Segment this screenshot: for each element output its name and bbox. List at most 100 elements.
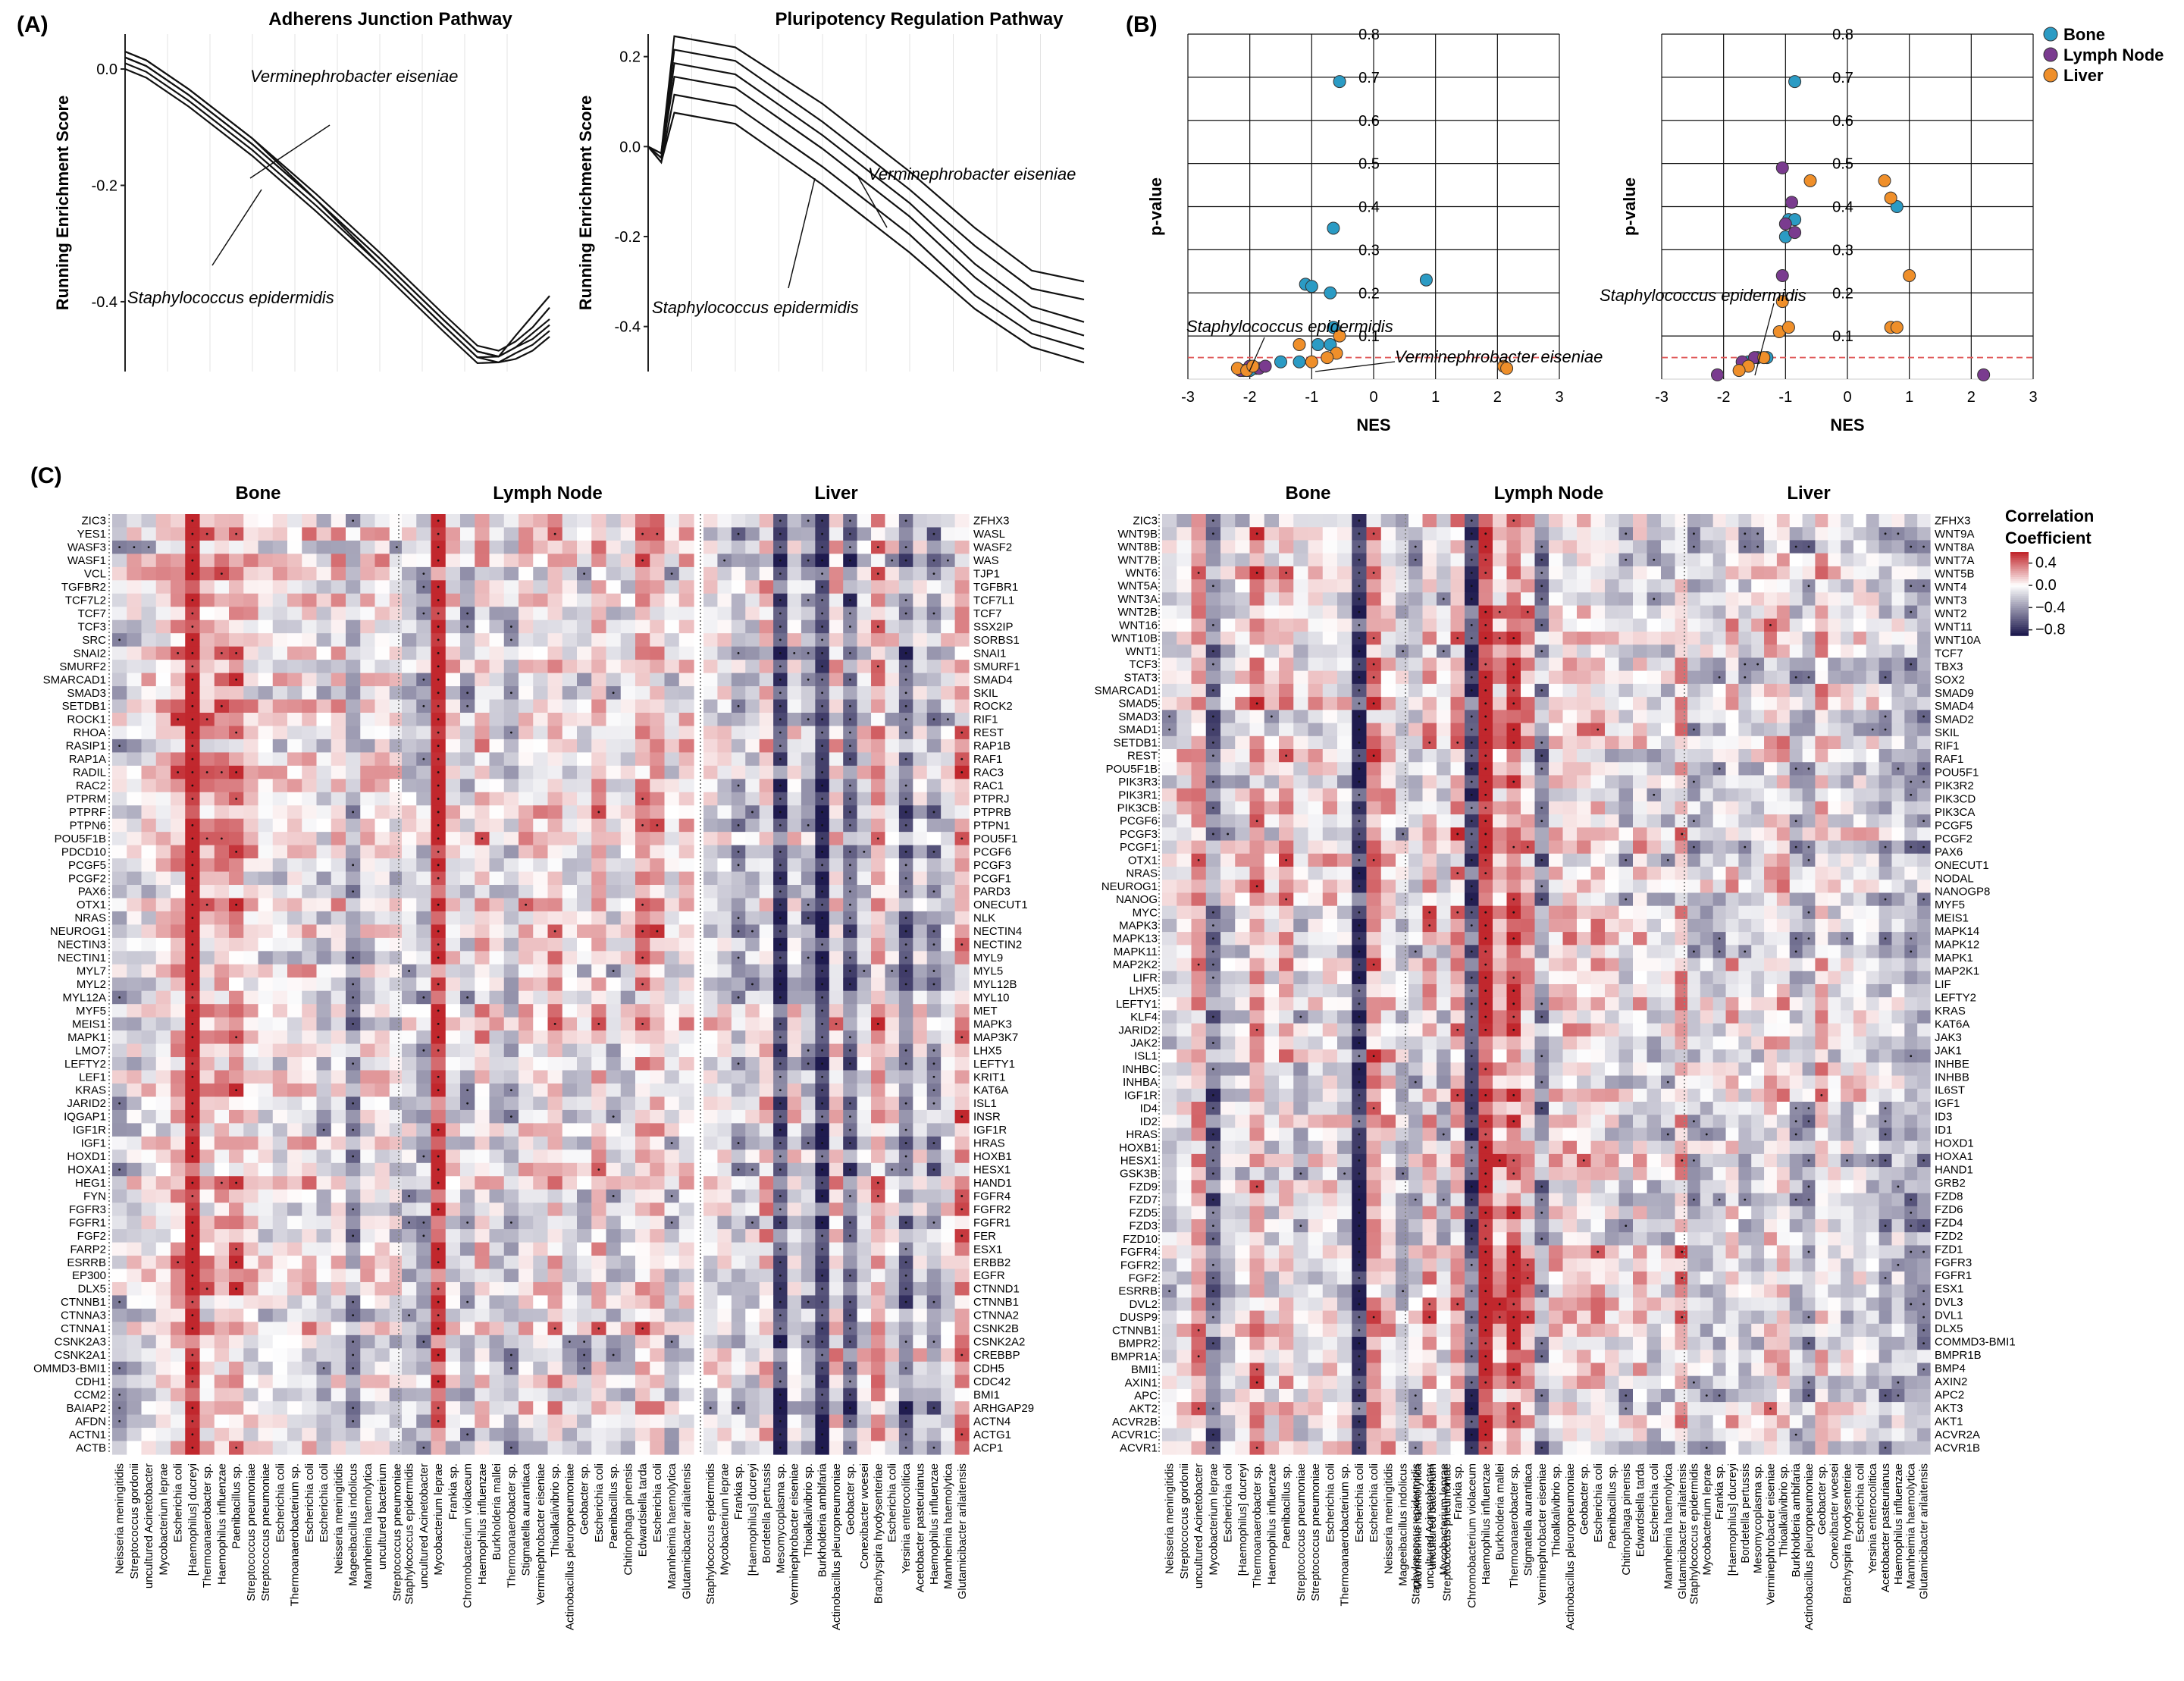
heatmap-cell bbox=[606, 1176, 622, 1190]
heatmap-cell bbox=[760, 1176, 774, 1190]
heatmap-cell bbox=[331, 1149, 346, 1163]
heatmap-cell bbox=[533, 1110, 548, 1124]
heatmap-cell bbox=[941, 1110, 955, 1124]
data-point-liver bbox=[1891, 321, 1903, 334]
heatmap-cell bbox=[871, 1030, 885, 1044]
heatmap-cell bbox=[788, 938, 802, 952]
heatmap-cell bbox=[200, 647, 215, 660]
heatmap-cell bbox=[703, 633, 718, 647]
heatmap-cell bbox=[829, 832, 844, 845]
heatmap-cell bbox=[416, 792, 431, 806]
heatmap-cell bbox=[346, 924, 361, 938]
heatmap-cell bbox=[679, 594, 694, 607]
heatmap-cell bbox=[591, 739, 606, 753]
heatmap-cell bbox=[360, 1044, 375, 1058]
heatmap-cell bbox=[665, 527, 680, 541]
heatmap-cell bbox=[142, 713, 157, 726]
heatmap-cell bbox=[171, 1018, 186, 1031]
significance-dot bbox=[905, 851, 907, 853]
heatmap-cell bbox=[577, 872, 592, 886]
heatmap-cell bbox=[745, 951, 760, 964]
heatmap-cell bbox=[259, 1229, 274, 1243]
significance-dot bbox=[779, 665, 782, 667]
y-tick-label: 0.2 bbox=[619, 49, 641, 66]
heatmap-cell bbox=[562, 633, 578, 647]
significance-dot bbox=[807, 917, 810, 919]
heatmap-cell bbox=[885, 1018, 899, 1031]
heatmap-cell bbox=[871, 1163, 885, 1177]
significance-dot bbox=[235, 1287, 237, 1290]
heatmap-cell bbox=[591, 964, 606, 978]
heatmap-cell bbox=[171, 1229, 186, 1243]
heatmap-cell bbox=[302, 1401, 317, 1415]
heatmap-cell bbox=[519, 1428, 534, 1441]
heatmap-cell bbox=[788, 1375, 802, 1388]
heatmap-cell bbox=[142, 1203, 157, 1216]
significance-dot bbox=[779, 943, 782, 946]
heatmap-cell bbox=[703, 1322, 718, 1335]
heatmap-cell bbox=[287, 660, 302, 673]
heatmap-cell bbox=[273, 594, 288, 607]
heatmap-cell bbox=[650, 620, 665, 634]
heatmap-cell bbox=[717, 541, 732, 554]
heatmap-cell bbox=[375, 541, 390, 554]
heatmap-cell bbox=[519, 1044, 534, 1058]
heatmap-cell bbox=[941, 1348, 955, 1362]
heatmap-cell bbox=[562, 1057, 578, 1071]
heatmap-cell bbox=[287, 1137, 302, 1150]
heatmap-cell bbox=[913, 991, 927, 1005]
heatmap-cell bbox=[375, 1071, 390, 1084]
heatmap-cell bbox=[504, 1004, 519, 1018]
significance-dot bbox=[352, 1301, 354, 1303]
heatmap-cell bbox=[606, 1096, 622, 1110]
heatmap-cell bbox=[606, 1203, 622, 1216]
heatmap-cell bbox=[460, 924, 475, 938]
y-tick-label: 0.2 bbox=[1832, 285, 1853, 302]
heatmap-cell bbox=[591, 647, 606, 660]
heatmap-cell bbox=[490, 739, 505, 753]
heatmap-cell bbox=[548, 1123, 563, 1137]
heatmap-cell bbox=[460, 977, 475, 991]
heatmap-cell bbox=[360, 700, 375, 713]
heatmap-cell bbox=[703, 1044, 718, 1058]
y-tick-label: -0.4 bbox=[92, 294, 118, 311]
heatmap-cell bbox=[302, 726, 317, 739]
significance-dot bbox=[352, 811, 354, 814]
heatmap-cell bbox=[679, 858, 694, 872]
heatmap-cell bbox=[273, 1428, 288, 1441]
significance-dot bbox=[905, 1301, 907, 1303]
heatmap-cell bbox=[941, 567, 955, 581]
heatmap-cell bbox=[703, 1362, 718, 1375]
heatmap-cell bbox=[460, 832, 475, 845]
heatmap-cell bbox=[287, 594, 302, 607]
heatmap-cell bbox=[460, 1018, 475, 1031]
heatmap-cell bbox=[346, 832, 361, 845]
significance-dot bbox=[510, 1447, 512, 1449]
heatmap-cell bbox=[490, 647, 505, 660]
heatmap-cell bbox=[416, 1137, 431, 1150]
heatmap-cell bbox=[548, 1203, 563, 1216]
heatmap-cell bbox=[885, 1348, 899, 1362]
significance-dot bbox=[191, 1010, 193, 1012]
heatmap-cell bbox=[127, 1004, 142, 1018]
heatmap-cell bbox=[431, 567, 447, 581]
heatmap-cell bbox=[562, 885, 578, 899]
heatmap-cell bbox=[665, 1428, 680, 1441]
heatmap-cell bbox=[621, 1229, 636, 1243]
heatmap-cell bbox=[360, 1149, 375, 1163]
heatmap-cell bbox=[171, 1071, 186, 1084]
heatmap-cell bbox=[927, 1190, 942, 1203]
heatmap-cell bbox=[243, 1269, 259, 1282]
heatmap-cell bbox=[885, 1229, 899, 1243]
heatmap-cell bbox=[243, 554, 259, 567]
heatmap-cell bbox=[650, 700, 665, 713]
heatmap-cell bbox=[259, 1216, 274, 1230]
heatmap-cell bbox=[548, 1216, 563, 1230]
heatmap-cell bbox=[591, 898, 606, 911]
significance-dot bbox=[821, 890, 823, 892]
heatmap-cell bbox=[243, 885, 259, 899]
heatmap-cell bbox=[519, 1084, 534, 1097]
heatmap-cell bbox=[519, 752, 534, 766]
heatmap-cell bbox=[402, 779, 417, 792]
heatmap-cell bbox=[490, 779, 505, 792]
